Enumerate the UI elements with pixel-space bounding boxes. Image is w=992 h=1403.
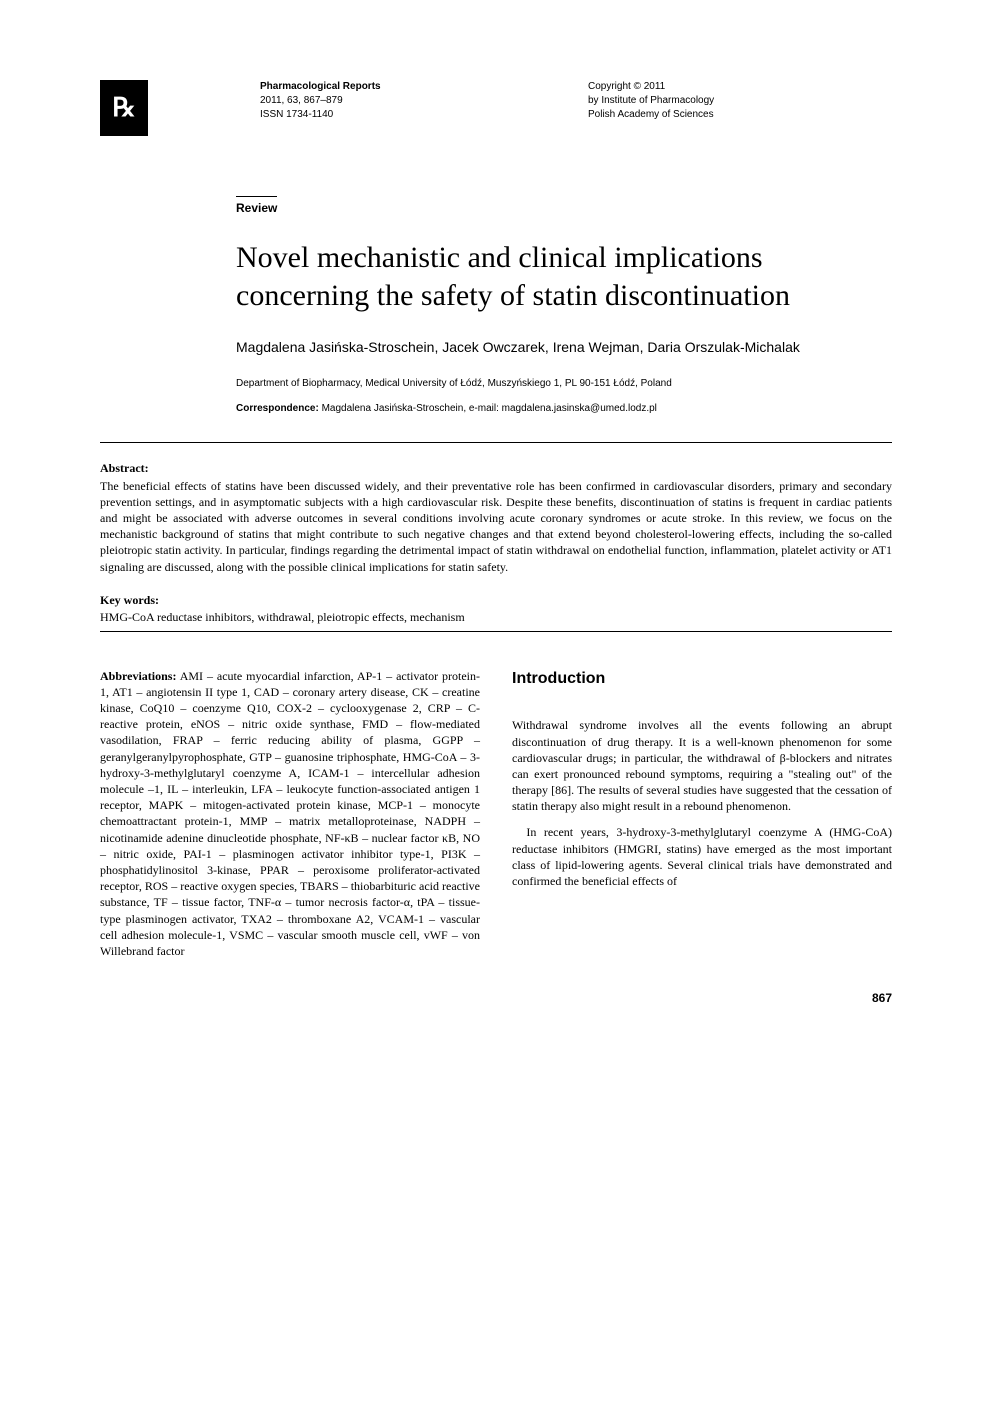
journal-logo: ℞ — [100, 80, 148, 136]
abbreviations-text: AMI – acute myocardial infarction, AP-1 … — [100, 669, 480, 958]
divider-top — [100, 442, 892, 443]
authors: Magdalena Jasińska-Stroschein, Jacek Owc… — [236, 338, 892, 358]
publication-info: Pharmacological Reports 2011, 63, 867–87… — [172, 80, 564, 122]
introduction-paragraph-1: Withdrawal syndrome involves all the eve… — [512, 717, 892, 814]
article-type-label: Review — [236, 196, 277, 215]
header-row: ℞ Pharmacological Reports 2011, 63, 867–… — [100, 80, 892, 136]
affiliation: Department of Biopharmacy, Medical Unive… — [236, 378, 892, 389]
divider-bottom — [100, 631, 892, 632]
article-title: Novel mechanistic and clinical implicati… — [236, 239, 892, 314]
correspondence-text: Magdalena Jasińska-Stroschein, e-mail: m… — [319, 403, 657, 414]
publication-issn: ISSN 1734-1140 — [260, 108, 564, 122]
publication-title: Pharmacological Reports — [260, 80, 564, 94]
introduction-heading: Introduction — [512, 668, 892, 690]
copyright-academy: Polish Academy of Sciences — [588, 108, 892, 122]
keywords-label: Key words: — [100, 593, 892, 608]
right-column: Introduction Withdrawal syndrome involve… — [512, 668, 892, 959]
two-column-body: Abbreviations: AMI – acute myocardial in… — [100, 668, 892, 959]
introduction-paragraph-2: In recent years, 3-hydroxy-3-methylgluta… — [512, 824, 892, 889]
copyright-info: Copyright © 2011 by Institute of Pharmac… — [588, 80, 892, 122]
publication-issue: 2011, 63, 867–879 — [260, 94, 564, 108]
left-column: Abbreviations: AMI – acute myocardial in… — [100, 668, 480, 959]
abstract-label: Abstract: — [100, 461, 892, 476]
page-number: 867 — [100, 991, 892, 1005]
abbreviations-label: Abbreviations: — [100, 669, 176, 683]
correspondence: Correspondence: Magdalena Jasińska-Stros… — [236, 403, 892, 414]
correspondence-label: Correspondence: — [236, 403, 319, 414]
keywords-text: HMG-CoA reductase inhibitors, withdrawal… — [100, 610, 892, 625]
logo-glyph: ℞ — [112, 93, 135, 123]
copyright-institute: by Institute of Pharmacology — [588, 94, 892, 108]
copyright-line: Copyright © 2011 — [588, 80, 892, 94]
abstract-text: The beneficial effects of statins have b… — [100, 478, 892, 575]
